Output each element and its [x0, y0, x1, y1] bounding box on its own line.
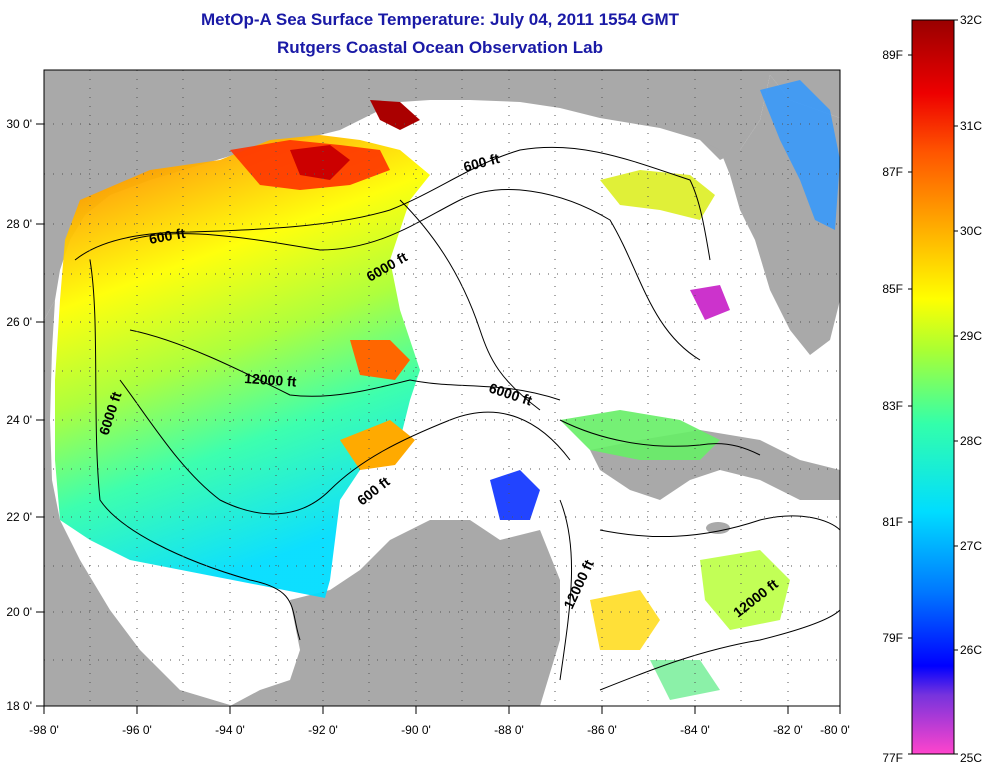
- lon-tick-label: -82 0': [773, 723, 803, 737]
- longitude-labels: -98 0' -96 0' -94 0' -92 0' -90 0' -88 0…: [29, 723, 850, 737]
- axis-ticks: [36, 123, 841, 714]
- fahrenheit-label: 83F: [882, 399, 903, 413]
- lon-tick-label: -92 0': [308, 723, 338, 737]
- fahrenheit-label: 81F: [882, 515, 903, 529]
- celsius-label: 31C: [960, 119, 982, 133]
- celsius-label: 28C: [960, 434, 982, 448]
- fahrenheit-label: 87F: [882, 165, 903, 179]
- lat-tick-label: 24 0': [6, 413, 32, 427]
- lon-tick-label: -88 0': [494, 723, 524, 737]
- lon-tick-label: -98 0': [29, 723, 59, 737]
- lon-tick-label: -90 0': [401, 723, 431, 737]
- latitude-labels: 30 0' 28 0' 26 0' 24 0' 22 0' 20 0' 18 0…: [6, 117, 32, 713]
- colorbar-celsius-labels: 32C 31C 30C 29C 28C 27C 26C 25C: [960, 13, 982, 765]
- celsius-label: 27C: [960, 539, 982, 553]
- fahrenheit-label: 77F: [882, 751, 903, 765]
- celsius-label: 30C: [960, 224, 982, 238]
- map-subtitle: Rutgers Coastal Ocean Observation Lab: [277, 38, 603, 57]
- fahrenheit-label: 79F: [882, 631, 903, 645]
- sst-data-coverage: [55, 80, 840, 700]
- colorbar-fahrenheit-labels: 89F 87F 85F 83F 81F 79F 77F: [882, 48, 903, 765]
- celsius-label: 25C: [960, 751, 982, 765]
- contour-label: 600 ft: [148, 225, 187, 247]
- lon-tick-label: -96 0': [122, 723, 152, 737]
- map-border: [43, 69, 841, 707]
- lat-tick-label: 22 0': [6, 510, 32, 524]
- colorbar-ticks: [908, 19, 958, 755]
- celsius-label: 26C: [960, 643, 982, 657]
- lat-tick-label: 28 0': [6, 217, 32, 231]
- fahrenheit-label: 89F: [882, 48, 903, 62]
- lon-tick-label: -86 0': [587, 723, 617, 737]
- lon-tick-label: -80 0': [820, 723, 850, 737]
- celsius-label: 29C: [960, 329, 982, 343]
- lon-tick-label: -94 0': [215, 723, 245, 737]
- contour-label: 12000 ft: [244, 370, 297, 390]
- map-title: MetOp-A Sea Surface Temperature: July 04…: [200, 10, 680, 29]
- lat-tick-label: 26 0': [6, 315, 32, 329]
- depth-contours: [74, 146, 841, 691]
- lon-tick-label: -84 0': [680, 723, 710, 737]
- lat-tick-label: 20 0': [6, 605, 32, 619]
- colorbar: [911, 19, 955, 755]
- fahrenheit-label: 85F: [882, 282, 903, 296]
- celsius-label: 32C: [960, 13, 982, 27]
- lat-tick-label: 30 0': [6, 117, 32, 131]
- lat-tick-label: 18 0': [6, 699, 32, 713]
